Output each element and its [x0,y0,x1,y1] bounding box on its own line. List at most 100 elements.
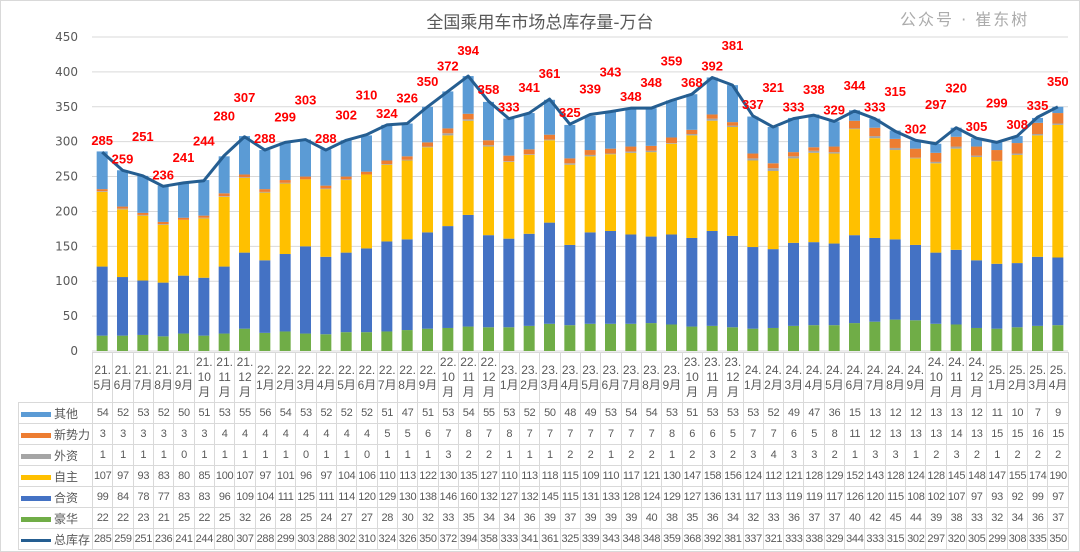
data-label: 241 [173,150,195,165]
table-cell: 326 [396,528,419,550]
bar-segment-合资 [483,235,494,328]
table-cell: 52 [518,402,541,424]
bar-segment-其他 [747,116,759,154]
table-cell: 13 [925,402,947,424]
bar-segment-新势力 [1011,143,1023,154]
table-cell: 1 [193,444,215,466]
table-cell: 155 [1006,465,1029,487]
table-cell: 36 [518,507,541,529]
table-cell: 38 [945,507,968,529]
table-cell: 132 [518,486,541,508]
bar-segment-自主 [849,129,860,236]
table-cell: 129 [823,465,846,487]
table-cell: 121 [640,465,663,487]
x-tick-label: 21. 5月 [91,352,114,403]
table-cell: 302 [335,528,358,550]
bar-segment-豪华 [625,323,637,351]
table-cell: 13 [864,402,886,424]
bar-segment-豪华 [849,323,860,351]
table-cell: 38 [661,507,683,529]
table-cell: 241 [173,528,195,550]
table-cell: 83 [152,465,175,487]
bar-segment-自主 [157,224,169,283]
table-cell: 174 [1027,465,1049,487]
data-label: 302 [335,107,357,122]
table-cell: 34 [478,507,500,529]
x-tick-label: 21. 12 月 [234,352,256,403]
legend-swatch [21,474,51,480]
table-cell: 6 [783,423,805,445]
table-cell: 299 [274,528,297,550]
bar-segment-自主 [544,140,555,223]
bar-segment-合资 [503,238,515,328]
table-cell: 30 [396,507,419,529]
data-label: 307 [234,90,256,105]
x-tick-label: 22. 2月 [274,352,297,403]
table-cell: 1 [396,444,419,466]
table-row: 外资 1 1 1 1 0 1 1 1 1 1 0 1 1 0 1 1 1 3 2 2 1 1 1 2 2 1 2 2 1 2 3 2 3 4 3 3 2 1… [18,444,1069,466]
data-label: 372 [437,58,459,73]
bar-segment-自主 [523,154,535,234]
data-label: 341 [518,80,540,95]
bar-segment-合资 [971,260,982,328]
table-cell: 6 [417,423,439,445]
table-cell: 12 [905,402,927,424]
table-cell: 54 [274,402,297,424]
bar-segment-自主 [991,161,1003,264]
table-cell: 39 [620,507,642,529]
table-cell: 15 [1006,423,1029,445]
table-cell: 97 [254,465,276,487]
table-cell: 25 [173,507,195,529]
bar-segment-其他 [849,110,860,121]
table-cell: 3 [884,444,907,466]
table-cell: 307 [234,528,256,550]
table-cell: 146 [437,486,459,508]
table-cell: 85 [193,465,215,487]
table-cell: 40 [844,507,866,529]
legend-swatch [21,453,51,459]
bar-segment-豪华 [198,335,210,351]
data-label: 299 [986,95,1008,110]
bar-segment-其他 [544,99,555,135]
y-tick-label: 300 [55,135,78,149]
bar-segment-豪华 [462,326,474,351]
bar-segment-新势力 [666,137,677,144]
bar-segment-新势力 [320,185,332,189]
table-cell: 110 [498,465,520,487]
data-label: 310 [356,88,378,103]
legend-label: 其他 [54,406,79,421]
bar-segment-新势力 [279,180,291,183]
bar-segment-外资 [828,152,840,154]
bar-segment-外资 [849,128,860,130]
bar-segment-其他 [361,135,372,172]
bar-segment-外资 [401,159,413,161]
bar-segment-新势力 [442,128,454,134]
bar-segment-自主 [361,174,372,249]
bar-segment-豪华 [1052,325,1064,351]
table-cell: 24 [315,507,337,529]
table-cell: 107 [234,465,256,487]
bar-segment-其他 [727,85,738,123]
table-cell: 128 [925,465,947,487]
table-cell: 133 [600,486,622,508]
bar-segment-合资 [320,256,332,335]
bar-segment-外资 [381,163,393,165]
table-cell: 2 [1006,444,1029,466]
data-label: 348 [640,75,662,90]
table-cell: 37 [823,507,846,529]
table-cell: 53 [498,402,520,424]
table-cell: 2 [681,444,703,466]
data-label: 337 [742,97,764,112]
table-cell: 320 [945,528,968,550]
table-cell: 125 [295,486,317,508]
table-row: 总库存 285 259 251 236 241 244 280 307 288 299 303 288 3… [18,528,1069,550]
table-cell: 131 [722,486,744,508]
x-tick-label: 23. 5月 [579,352,602,403]
bar-segment-合资 [218,266,230,334]
bar-segment-外资 [727,125,738,128]
bar-segment-豪华 [686,326,698,351]
bar-segment-合资 [96,266,108,336]
table-cell: 35 [457,507,480,529]
data-label: 299 [274,109,296,124]
table-cell: 50 [173,402,195,424]
